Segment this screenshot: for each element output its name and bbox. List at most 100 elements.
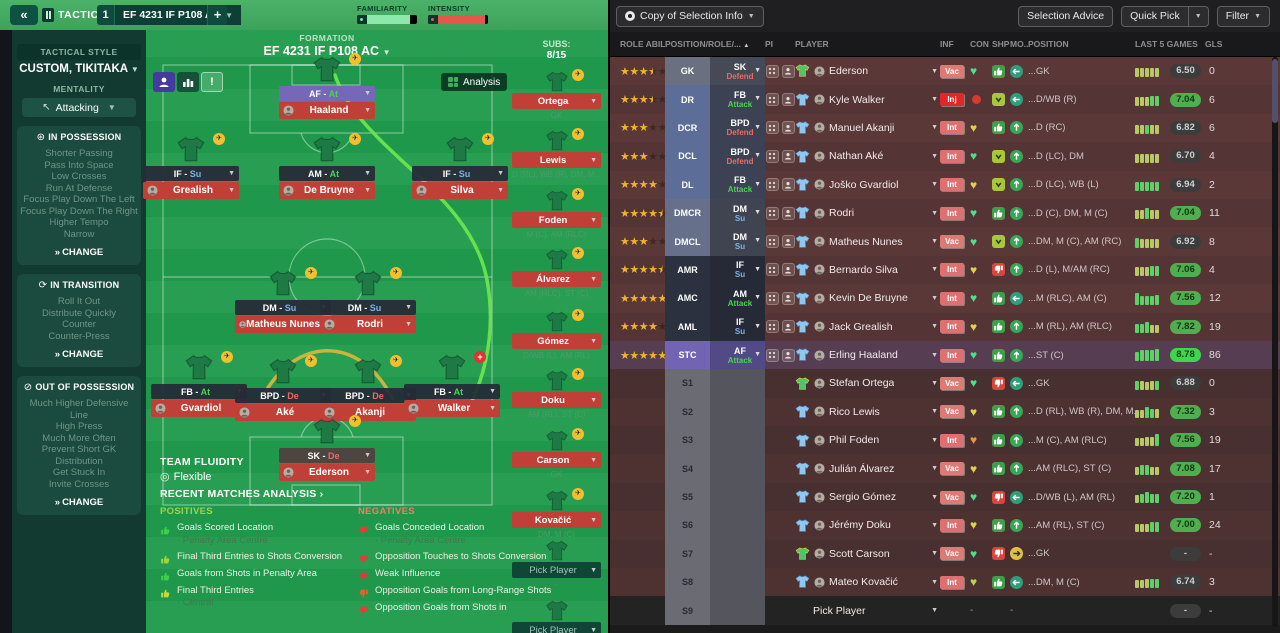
table-row-sub[interactable]: S2 Rico Lewis ▼ Vac ♥ ...D (RL), WB (R), DM… bbox=[610, 397, 1280, 427]
player-instructions-icon[interactable] bbox=[765, 263, 779, 277]
pitch-player-gvardiol[interactable]: ✈ FB - At▼ Gvardiol▼ bbox=[151, 351, 247, 417]
copy-selection-info-dropdown[interactable]: Copy of Selection Info ▼ bbox=[616, 5, 764, 27]
player-profile-card-icon[interactable] bbox=[781, 320, 795, 334]
pick-player-dropdown[interactable]: Pick Player ▼ bbox=[512, 622, 601, 633]
pick-player-dropdown[interactable]: Pick Player ▼ bbox=[512, 562, 601, 578]
player-instructions-icon[interactable] bbox=[765, 178, 779, 192]
player-profile-card-icon[interactable] bbox=[781, 263, 795, 277]
table-row-sub[interactable]: S3 Phil Foden ▼ Int ♥ ...M (C), AM (RLC) 7.5… bbox=[610, 426, 1280, 455]
player-name-dropdown[interactable]: Phil Foden ▼ bbox=[795, 426, 940, 454]
column-header-gls[interactable]: GLS bbox=[1205, 39, 1223, 49]
table-row[interactable]: ★ ★ ★ ★ ★ DMCL DM Su ▼ Matheus Nunes ▼ Vac ♥ ...DM, … bbox=[610, 227, 1280, 256]
player-role-dropdown[interactable]: IF - Su ▼ bbox=[143, 166, 239, 181]
player-name-dropdown[interactable]: Akanji▼ bbox=[320, 404, 416, 421]
player-profile-card-icon[interactable] bbox=[781, 235, 795, 249]
table-row-sub[interactable]: S6 Jérémy Doku ▼ Int ♥ ...AM (RL), ST (C) 7.… bbox=[610, 511, 1280, 540]
player-instructions-icon[interactable] bbox=[765, 235, 779, 249]
sub-name-dropdown[interactable]: Doku ▼ bbox=[512, 392, 601, 408]
role-duty-dropdown[interactable]: DM Su ▼ bbox=[710, 227, 765, 256]
player-name-dropdown[interactable]: Jack Grealish ▼ bbox=[795, 313, 940, 341]
pitch-player-grealish[interactable]: ✈ IF - Su ▼ Grealish ▼ bbox=[143, 133, 239, 199]
role-duty-dropdown[interactable]: FB Attack ▼ bbox=[710, 170, 765, 199]
player-name-dropdown[interactable]: Matheus Nunes▼ bbox=[235, 316, 331, 333]
player-role-dropdown[interactable]: AM - At ▼ bbox=[279, 166, 375, 181]
sub-lewis[interactable]: ✈ Lewis ▼ D (RL), WB (R), DM, M... bbox=[505, 128, 608, 179]
player-instructions-icon[interactable] bbox=[765, 93, 779, 107]
sub-gómez[interactable]: ✈ Gómez ▼ D/WB (L), AM (RL) bbox=[505, 309, 608, 360]
column-header-player[interactable]: PLAYER bbox=[795, 39, 829, 49]
role-duty-dropdown[interactable]: SK Defend ▼ bbox=[710, 57, 765, 86]
table-row[interactable]: ★ ★ ★ ★ ★ STC AF Attack ▼ Erling Haaland ▼ Int ♥ ..… bbox=[610, 340, 1280, 370]
player-name-dropdown[interactable]: Joško Gvardiol ▼ bbox=[795, 171, 940, 199]
pitch-player-walker[interactable]: + FB - At ▼ Walker ▼ bbox=[404, 351, 500, 417]
role-duty-dropdown[interactable]: FB Attack ▼ bbox=[710, 85, 765, 114]
player-name-dropdown[interactable]: Manuel Akanji ▼ bbox=[795, 114, 940, 142]
player-name-dropdown[interactable]: Kyle Walker ▼ bbox=[795, 85, 940, 113]
table-row-sub[interactable]: S5 Sergio Gómez ▼ Vac ♥ ...D/WB (L), AM (RL… bbox=[610, 482, 1280, 512]
role-duty-dropdown[interactable]: BPD Defend ▼ bbox=[710, 113, 765, 143]
sub-foden[interactable]: ✈ Foden ▼ M (C), AM (RLC) bbox=[505, 188, 608, 239]
player-role-dropdown[interactable]: BPD - De▼ bbox=[320, 388, 416, 403]
player-name-dropdown[interactable]: De Bruyne ▼ bbox=[279, 182, 375, 199]
player-role-dropdown[interactable]: DM - Su▼ bbox=[320, 300, 416, 315]
player-name-dropdown[interactable]: Rodri ▼ bbox=[320, 316, 416, 333]
sub-name-dropdown[interactable]: Gómez ▼ bbox=[512, 333, 601, 349]
player-name-dropdown[interactable]: Kevin De Bruyne ▼ bbox=[795, 284, 940, 312]
player-profile-card-icon[interactable] bbox=[781, 149, 795, 163]
sub-name-dropdown[interactable]: Ortega ▼ bbox=[512, 93, 601, 109]
selection-advice-button[interactable]: Selection Advice bbox=[1018, 5, 1114, 27]
column-header-position-role-[interactable]: POSITION/ROLE/... ▲ bbox=[665, 39, 750, 49]
player-name-dropdown[interactable]: Grealish ▼ bbox=[143, 182, 239, 199]
player-role-dropdown[interactable]: BPD - De▼ bbox=[235, 388, 331, 403]
player-name-dropdown[interactable]: Rodri ▼ bbox=[795, 199, 940, 227]
tactic-tab-1[interactable]: 1 bbox=[97, 5, 115, 25]
role-duty-dropdown[interactable]: DM Su ▼ bbox=[710, 198, 765, 228]
player-name-dropdown[interactable]: Silva ▼ bbox=[412, 182, 508, 199]
player-name-dropdown[interactable]: Mateo Kovačić ▼ bbox=[795, 568, 940, 596]
player-name-dropdown[interactable]: Haaland ▼ bbox=[279, 102, 375, 119]
player-name-dropdown[interactable]: Stefan Ortega ▼ bbox=[795, 369, 940, 397]
column-header-mo-[interactable]: MO... bbox=[1010, 39, 1028, 49]
stats-view-button[interactable] bbox=[177, 72, 199, 92]
table-row[interactable]: ★ ★ ★ ★ ★ DCR BPD Defend ▼ Manuel Akanji ▼ Int ♥ ..… bbox=[610, 113, 1280, 143]
table-row[interactable]: ★ ★ ★ ★ ★ DCL BPD Defend ▼ Nathan Aké ▼ Int ♥ ...D (… bbox=[610, 142, 1280, 171]
role-duty-dropdown[interactable]: IF Su ▼ bbox=[710, 312, 765, 341]
player-profile-card-icon[interactable] bbox=[781, 291, 795, 305]
table-row[interactable]: ★ ★ ★ ★ ★ DL FB Attack ▼ Joško Gvardiol ▼ Int ♥ ...D… bbox=[610, 170, 1280, 199]
player-name-dropdown[interactable]: Sergio Gómez ▼ bbox=[795, 483, 940, 511]
sub-name-dropdown[interactable]: Lewis ▼ bbox=[512, 152, 601, 168]
column-header-last-5-games[interactable]: LAST 5 GAMES bbox=[1135, 39, 1198, 49]
table-row[interactable]: ★ ★ ★ ★ ★ AMR IF Su ▼ Bernardo Silva ▼ Int ♥ ...D (… bbox=[610, 255, 1280, 285]
player-name-dropdown[interactable]: Ederson ▼ bbox=[795, 57, 940, 85]
player-role-dropdown[interactable]: DM - Su▼ bbox=[235, 300, 331, 315]
pitch-player-silva[interactable]: ✈ IF - Su ▼ Silva ▼ bbox=[412, 133, 508, 199]
column-header-role-ability[interactable]: ROLE ABILITY bbox=[620, 39, 665, 49]
mentality-dropdown[interactable]: ↖ Attacking ▼ bbox=[22, 98, 136, 117]
table-row-sub[interactable]: S9 Pick Player ▼ - - - - bbox=[610, 596, 1280, 625]
sub-pick-player[interactable]: Pick Player ▼ bbox=[505, 600, 608, 633]
pitch-player-matheus-nunes[interactable]: ✈ DM - Su▼ Matheus Nunes▼ bbox=[235, 267, 331, 333]
back-button[interactable]: « bbox=[10, 5, 38, 25]
player-role-dropdown[interactable]: AF - At ▼ bbox=[279, 86, 375, 101]
player-name-dropdown[interactable]: Ederson ▼ bbox=[279, 464, 375, 481]
player-role-dropdown[interactable]: FB - At▼ bbox=[151, 384, 247, 399]
player-instructions-icon[interactable] bbox=[765, 348, 779, 362]
player-profile-card-icon[interactable] bbox=[781, 348, 795, 362]
sub-name-dropdown[interactable]: Kovačić ▼ bbox=[512, 512, 601, 528]
quick-pick-button[interactable]: Quick Pick bbox=[1121, 5, 1189, 27]
sub-name-dropdown[interactable]: Álvarez ▼ bbox=[512, 271, 601, 287]
sub-álvarez[interactable]: ✈ Álvarez ▼ AM (RLC), ST (C) bbox=[505, 247, 608, 298]
player-name-dropdown[interactable]: Julián Álvarez ▼ bbox=[795, 454, 940, 482]
player-role-dropdown[interactable]: SK - De ▼ bbox=[279, 448, 375, 463]
sub-pick-player[interactable]: Pick Player ▼ - bbox=[505, 540, 608, 589]
pitch-player-de-bruyne[interactable]: ✈ AM - At ▼ De Bruyne ▼ bbox=[279, 133, 375, 199]
warnings-button[interactable]: ! bbox=[201, 72, 223, 92]
player-instructions-icon[interactable] bbox=[765, 320, 779, 334]
sub-carson[interactable]: ✈ Carson ▼ GK bbox=[505, 428, 608, 479]
table-row-sub[interactable]: S7 Scott Carson ▼ Vac ♥ ...GK - - bbox=[610, 539, 1280, 569]
role-duty-dropdown[interactable]: BPD Defend ▼ bbox=[710, 142, 765, 171]
player-name-dropdown[interactable]: Nathan Aké ▼ bbox=[795, 142, 940, 170]
table-row[interactable]: ★ ★ ★ ★ ★ AML IF Su ▼ Jack Grealish ▼ Int ♥ ...M (R… bbox=[610, 312, 1280, 341]
table-row[interactable]: ★ ★ ★ ★ ★ GK SK Defend ▼ Ederson ▼ Vac ♥ ...GK 6.50 0 bbox=[610, 57, 1280, 86]
player-instructions-icon[interactable] bbox=[765, 149, 779, 163]
